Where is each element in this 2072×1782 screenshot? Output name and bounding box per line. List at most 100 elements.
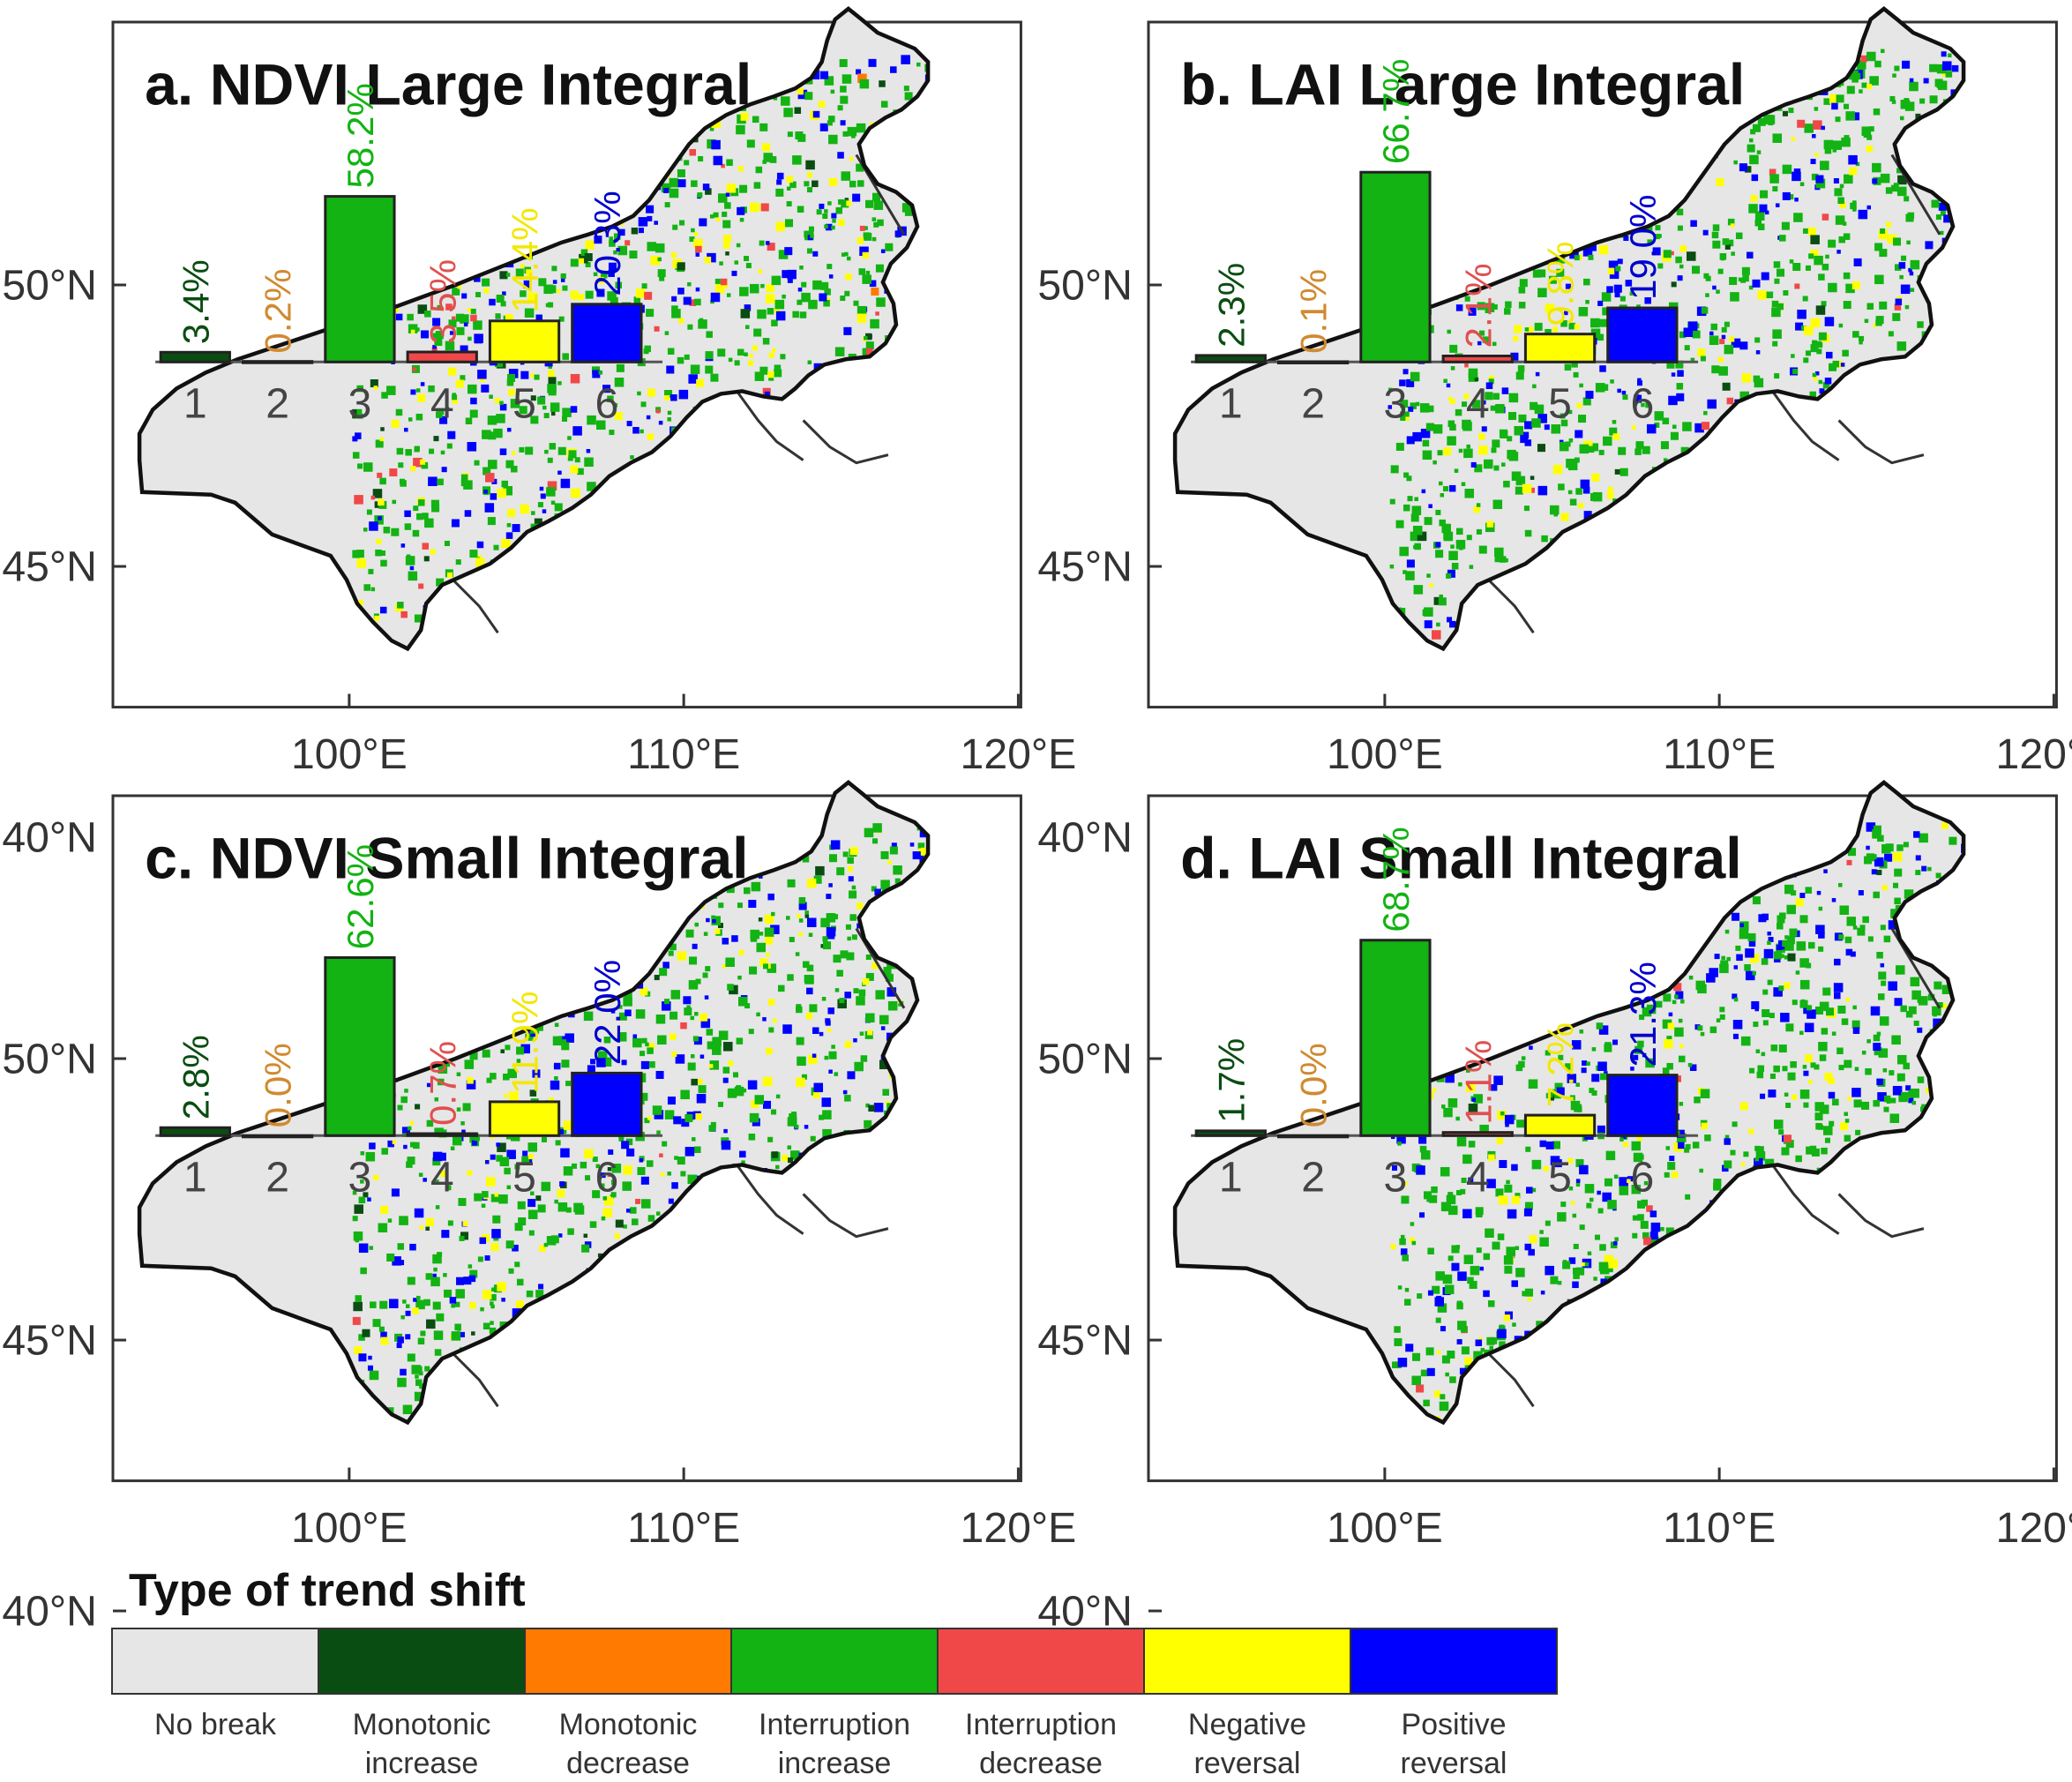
trend-pixel [404, 523, 412, 530]
trend-pixel [856, 69, 862, 75]
trend-pixel [808, 932, 813, 937]
trend-pixel [1524, 327, 1530, 332]
trend-pixel [774, 307, 780, 313]
trend-pixel [1782, 191, 1791, 200]
trend-pixel [647, 215, 653, 221]
trend-pixel [1619, 296, 1626, 302]
trend-pixel [1448, 550, 1458, 560]
trend-pixel [838, 198, 844, 205]
trend-pixel [1569, 498, 1577, 505]
trend-pixel [1874, 243, 1883, 251]
trend-pixel [490, 1304, 495, 1309]
trend-pixel [734, 260, 739, 265]
trend-pixel [847, 857, 854, 865]
trend-pixel [1797, 309, 1806, 319]
trend-pixel [413, 457, 423, 468]
trend-pixel [880, 1026, 886, 1030]
trend-pixel [506, 508, 516, 517]
trend-pixel [444, 541, 450, 547]
trend-pixel [706, 331, 713, 338]
trend-pixel [739, 1150, 746, 1158]
trend-pixel [1705, 293, 1709, 297]
trend-pixel [662, 1141, 668, 1147]
trend-pixel [776, 172, 784, 180]
trend-pixel [1405, 571, 1415, 580]
trend-pixel [572, 296, 577, 300]
trend-pixel [1486, 520, 1493, 528]
trend-pixel [1722, 382, 1731, 391]
trend-pixel [1853, 258, 1862, 266]
trend-pixel [516, 1046, 525, 1055]
trend-pixel [1834, 188, 1843, 197]
trend-pixel [1578, 306, 1589, 317]
trend-pixel [1799, 182, 1805, 187]
trend-pixel [645, 1042, 649, 1047]
trend-pixel [1458, 448, 1463, 453]
trend-pixel [618, 228, 625, 236]
trend-pixel [447, 431, 456, 439]
trend-pixel [742, 1088, 747, 1093]
trend-pixel [568, 450, 577, 459]
trend-pixel [580, 1161, 587, 1169]
trend-pixel [853, 300, 859, 306]
trend-pixel [1748, 285, 1754, 290]
trend-pixel [1815, 341, 1823, 348]
trend-pixel [1530, 401, 1538, 410]
trend-pixel [444, 1289, 453, 1298]
trend-pixel [485, 473, 495, 483]
trend-pixel [644, 1118, 650, 1124]
trend-pixel [482, 1322, 490, 1330]
trend-pixel [705, 365, 714, 374]
trend-pixel [596, 288, 605, 297]
trend-pixel [352, 436, 358, 442]
trend-pixel [810, 234, 814, 238]
bar-category-label: 3 [1384, 379, 1408, 427]
trend-pixel [1607, 267, 1615, 275]
trend-pixel [539, 1245, 546, 1252]
trend-pixel [1794, 197, 1799, 202]
bar-category-label: 1 [183, 379, 207, 427]
trend-pixel [1897, 175, 1907, 185]
trend-pixel [1388, 387, 1393, 393]
trend-pixel [1843, 233, 1851, 240]
trend-pixel [635, 288, 646, 298]
trend-pixel [1426, 405, 1434, 413]
trend-pixel [1915, 113, 1921, 119]
bar-label: 3.5% [422, 259, 463, 344]
trend-pixel [827, 201, 832, 206]
trend-pixel [567, 436, 572, 440]
trend-pixel [570, 373, 580, 384]
trend-pixel [872, 192, 881, 201]
trend-pixel [766, 294, 775, 303]
trend-pixel [475, 291, 482, 297]
trend-pixel [1840, 363, 1845, 367]
trend-pixel [871, 236, 877, 242]
trend-pixel [482, 1290, 492, 1299]
trend-pixel [557, 1189, 565, 1198]
trend-pixel [801, 292, 811, 303]
trend-pixel [1812, 340, 1818, 346]
trend-pixel [550, 411, 556, 416]
trend-pixel [1866, 145, 1874, 153]
trend-pixel [369, 1142, 376, 1149]
trend-pixel [709, 214, 714, 219]
trend-pixel [755, 166, 763, 174]
trend-pixel [1739, 163, 1747, 172]
trend-pixel [1574, 255, 1580, 261]
trend-pixel [1943, 214, 1952, 223]
trend-pixel [734, 1086, 744, 1097]
trend-pixel [871, 886, 877, 892]
trend-pixel [355, 1295, 363, 1302]
trend-pixel [465, 417, 473, 425]
trend-pixel [535, 1069, 541, 1075]
trend-pixel [834, 1072, 839, 1076]
trend-pixel [795, 952, 800, 956]
trend-pixel [726, 159, 733, 166]
trend-pixel [1530, 475, 1535, 480]
trend-pixel [875, 990, 886, 1000]
trend-pixel [839, 58, 848, 68]
trend-pixel [452, 287, 460, 296]
trend-pixel [748, 1029, 754, 1035]
trend-pixel [1414, 543, 1421, 550]
trend-pixel [1449, 344, 1458, 353]
